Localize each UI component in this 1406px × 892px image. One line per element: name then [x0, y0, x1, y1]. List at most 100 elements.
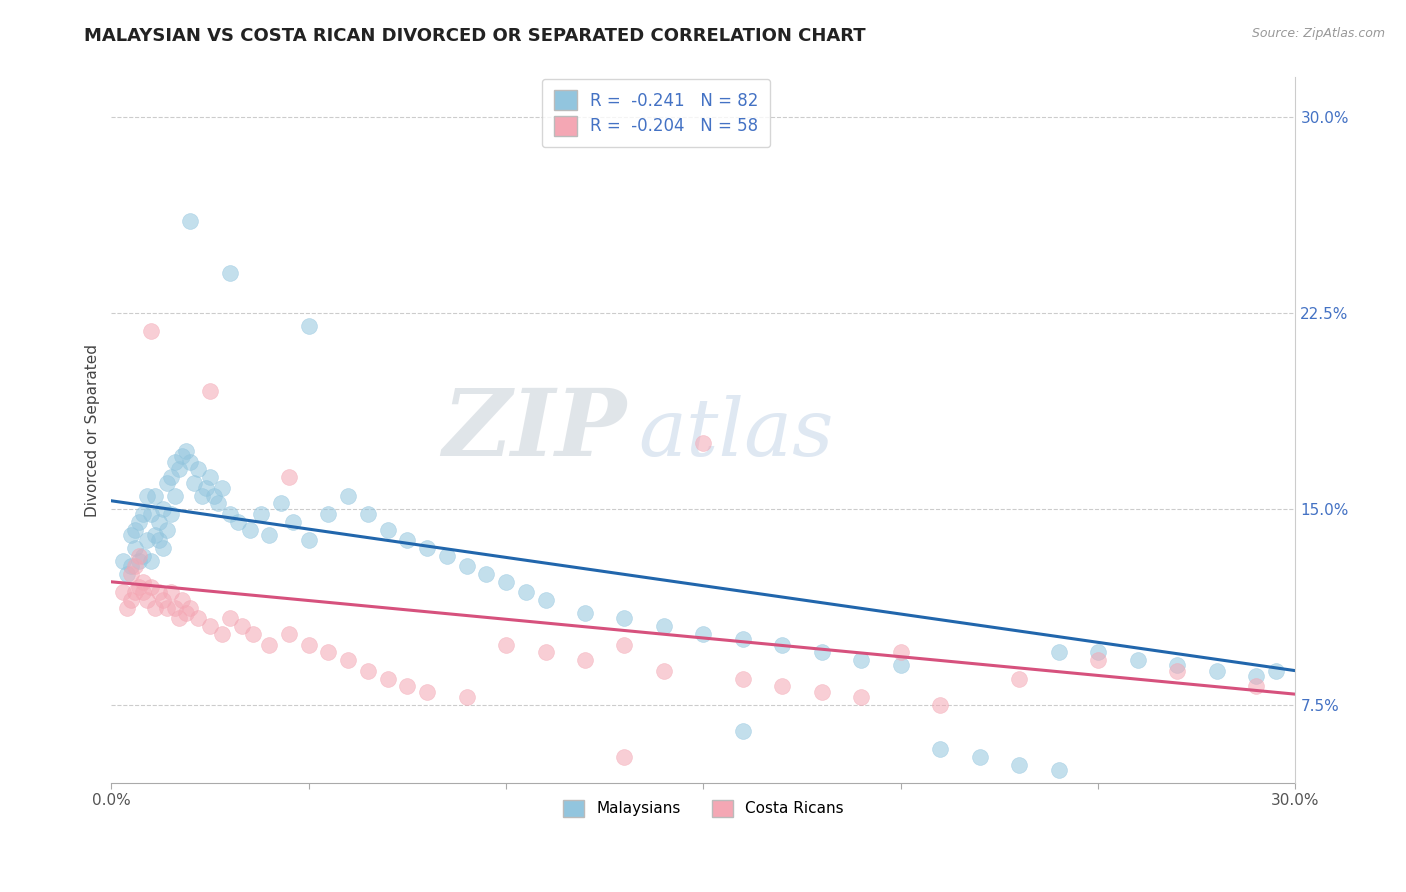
- Point: [436, 549, 458, 563]
- Point: [259, 638, 281, 652]
- Point: [1087, 653, 1109, 667]
- Point: [929, 698, 952, 712]
- Point: [207, 496, 229, 510]
- Point: [416, 541, 439, 555]
- Point: [811, 645, 834, 659]
- Point: [167, 462, 190, 476]
- Point: [167, 611, 190, 625]
- Point: [574, 653, 596, 667]
- Point: [534, 645, 557, 659]
- Point: [1205, 664, 1227, 678]
- Point: [242, 627, 264, 641]
- Point: [163, 454, 186, 468]
- Point: [337, 489, 360, 503]
- Point: [143, 528, 166, 542]
- Point: [1166, 658, 1188, 673]
- Point: [136, 593, 159, 607]
- Point: [613, 750, 636, 764]
- Point: [128, 580, 150, 594]
- Point: [377, 672, 399, 686]
- Point: [456, 559, 478, 574]
- Text: atlas: atlas: [638, 395, 834, 473]
- Point: [851, 653, 873, 667]
- Text: MALAYSIAN VS COSTA RICAN DIVORCED OR SEPARATED CORRELATION CHART: MALAYSIAN VS COSTA RICAN DIVORCED OR SEP…: [84, 27, 866, 45]
- Point: [692, 627, 714, 641]
- Point: [475, 566, 498, 581]
- Point: [396, 679, 419, 693]
- Point: [318, 507, 340, 521]
- Point: [198, 619, 221, 633]
- Point: [495, 638, 517, 652]
- Point: [159, 470, 181, 484]
- Point: [128, 515, 150, 529]
- Point: [187, 462, 209, 476]
- Point: [179, 214, 201, 228]
- Point: [1166, 664, 1188, 678]
- Point: [218, 611, 240, 625]
- Point: [187, 611, 209, 625]
- Point: [731, 723, 754, 738]
- Point: [811, 684, 834, 698]
- Point: [139, 580, 162, 594]
- Point: [136, 533, 159, 547]
- Point: [259, 528, 281, 542]
- Point: [152, 593, 174, 607]
- Point: [115, 566, 138, 581]
- Point: [226, 515, 249, 529]
- Point: [396, 533, 419, 547]
- Point: [613, 638, 636, 652]
- Point: [176, 444, 198, 458]
- Point: [1047, 763, 1070, 777]
- Point: [139, 554, 162, 568]
- Point: [120, 566, 142, 581]
- Point: [179, 601, 201, 615]
- Point: [298, 318, 321, 333]
- Point: [132, 574, 155, 589]
- Point: [250, 507, 273, 521]
- Point: [120, 593, 142, 607]
- Point: [159, 585, 181, 599]
- Point: [124, 523, 146, 537]
- Point: [172, 593, 194, 607]
- Point: [1126, 653, 1149, 667]
- Point: [969, 750, 991, 764]
- Point: [534, 593, 557, 607]
- Point: [112, 554, 135, 568]
- Point: [1008, 672, 1031, 686]
- Point: [176, 606, 198, 620]
- Point: [298, 638, 321, 652]
- Point: [159, 507, 181, 521]
- Point: [851, 690, 873, 704]
- Point: [198, 384, 221, 398]
- Point: [136, 489, 159, 503]
- Point: [128, 549, 150, 563]
- Point: [124, 541, 146, 555]
- Point: [731, 672, 754, 686]
- Point: [124, 585, 146, 599]
- Point: [1008, 757, 1031, 772]
- Point: [416, 684, 439, 698]
- Point: [211, 627, 233, 641]
- Point: [156, 601, 179, 615]
- Point: [929, 742, 952, 756]
- Point: [191, 489, 214, 503]
- Point: [163, 489, 186, 503]
- Point: [652, 664, 675, 678]
- Point: [613, 611, 636, 625]
- Point: [1087, 645, 1109, 659]
- Point: [1264, 664, 1286, 678]
- Point: [456, 690, 478, 704]
- Point: [211, 481, 233, 495]
- Point: [156, 475, 179, 490]
- Point: [156, 523, 179, 537]
- Point: [132, 507, 155, 521]
- Point: [148, 515, 170, 529]
- Point: [377, 523, 399, 537]
- Point: [163, 601, 186, 615]
- Point: [143, 489, 166, 503]
- Point: [731, 632, 754, 647]
- Point: [515, 585, 537, 599]
- Point: [278, 627, 301, 641]
- Point: [1244, 679, 1267, 693]
- Point: [198, 470, 221, 484]
